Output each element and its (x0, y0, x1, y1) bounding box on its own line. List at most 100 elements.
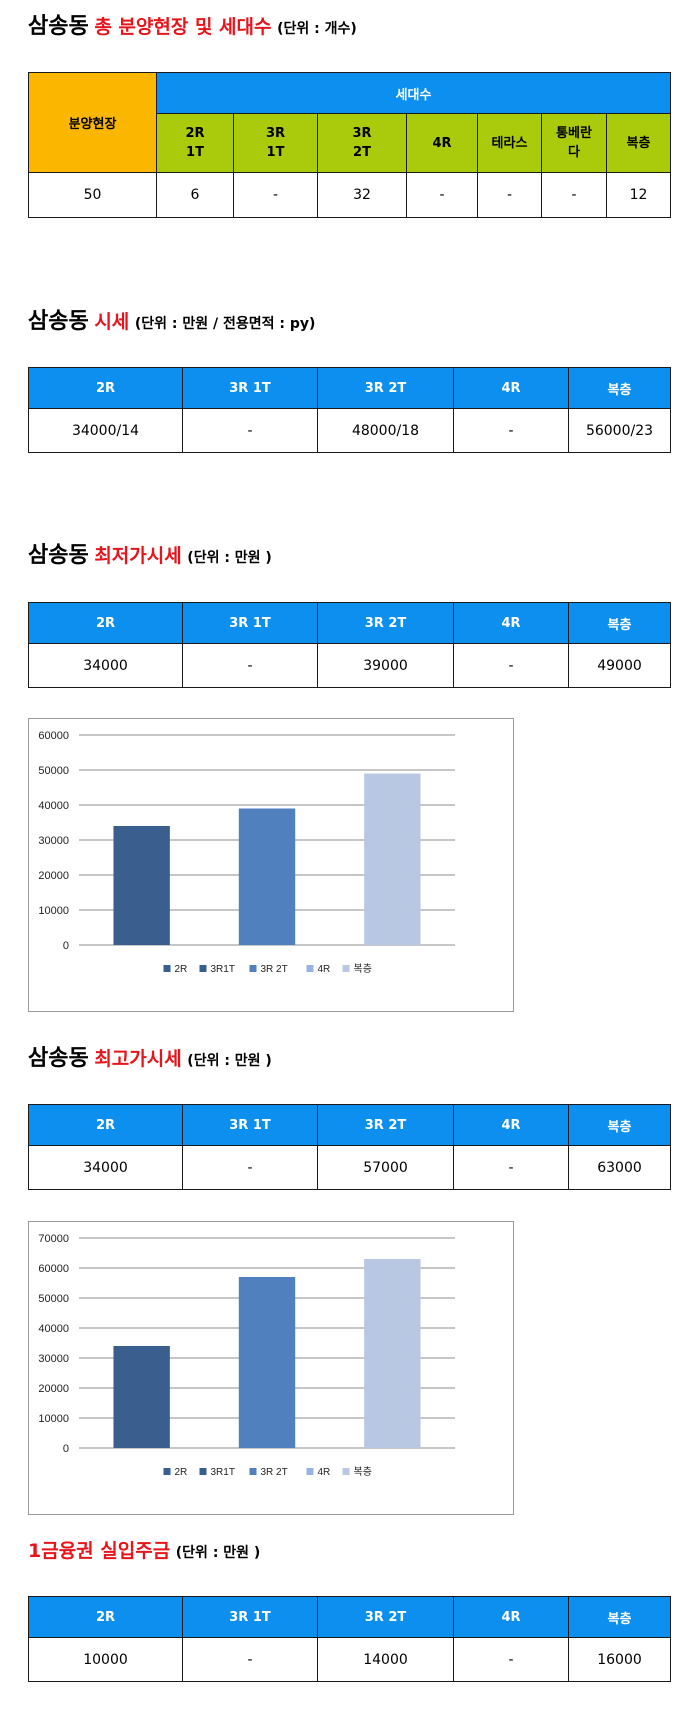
chart-ytick-label: 60000 (38, 730, 69, 742)
units-col-header: 테라스 (477, 113, 542, 173)
price-title-main: 삼송동 (28, 309, 89, 334)
units-column-headers: 2R 1T 3R 1T 3R 2T 4R 테라스 통베란 다 복층 (29, 113, 672, 173)
deposit-header-row: 2R 3R 1T 3R 2T 4R 복층 (28, 1596, 671, 1638)
deposit-col-header: 2R (28, 1596, 183, 1638)
max-price-header-row: 2R 3R 1T 3R 2T 4R 복층 (28, 1104, 671, 1146)
chart-legend-swatch (249, 1468, 257, 1475)
deposit-cell: - (453, 1637, 569, 1682)
min-price-title-main: 삼송동 (28, 543, 89, 568)
max-price-col-header: 2R (28, 1104, 183, 1146)
max-price-value-row: 34000 - 57000 - 63000 (28, 1145, 671, 1190)
units-cell: - (541, 172, 607, 218)
price-table: 2R 3R 1T 3R 2T 4R 복층 34000/14 - 48000/18… (28, 367, 671, 453)
max-price-cell: - (453, 1145, 569, 1190)
units-cell: - (233, 172, 318, 218)
units-col-header: 복층 (605, 113, 672, 173)
chart-bar-복층 (364, 773, 421, 945)
deposit-cell: 10000 (28, 1637, 183, 1682)
units-cell: 32 (317, 172, 407, 218)
min-price-col-header: 2R (28, 602, 183, 644)
units-title-unit: (단위 : 개수) (277, 21, 357, 37)
chart-legend-swatch (199, 965, 207, 972)
chart-ytick-label: 50000 (38, 1293, 69, 1305)
max-price-cell: 63000 (568, 1145, 671, 1190)
min-price-title-unit: (단위 : 만원 ) (187, 550, 272, 566)
min-price-cell: - (453, 643, 569, 688)
max-price-title-accent: 최고가시세 (94, 1048, 182, 1070)
chart-bar-3r2t (238, 1277, 296, 1448)
price-cell: 48000/18 (317, 408, 454, 453)
chart-ytick-label: 70000 (38, 1233, 69, 1245)
min-price-cell: 34000 (28, 643, 183, 688)
min-price-col-header: 3R 2T (317, 602, 454, 644)
units-site-value: 50 (28, 172, 157, 218)
units-cell: 12 (605, 172, 672, 218)
chart-bar-2r (113, 1346, 170, 1448)
max-price-chart-svg: 0 10000 20000 30000 40000 50000 60000 70000 2R 3R… (38, 1233, 455, 1478)
chart-legend-label: 복층 (354, 963, 372, 975)
min-price-cell: 49000 (568, 643, 671, 688)
chart-ytick-label: 30000 (38, 1353, 69, 1365)
min-price-chart: 0 10000 20000 30000 40000 50000 60000 2R 3R1T 3R … (28, 718, 514, 1012)
price-col-header: 3R 2T (317, 367, 454, 409)
chart-ytick-label: 30000 (38, 835, 69, 847)
max-price-cell: - (182, 1145, 318, 1190)
deposit-title-accent: 1금융권 실입주금 (28, 1540, 171, 1562)
price-col-header: 3R 1T (182, 367, 318, 409)
chart-ytick-label: 0 (63, 1443, 69, 1455)
chart-legend-label: 2R (175, 964, 188, 975)
chart-ytick-label: 0 (63, 940, 69, 952)
min-price-chart-svg: 0 10000 20000 30000 40000 50000 60000 2R 3R1T 3R … (38, 730, 455, 975)
deposit-title-unit: (단위 : 만원 ) (175, 1545, 261, 1561)
max-price-chart: 0 10000 20000 30000 40000 50000 60000 70000 2R 3R… (28, 1221, 514, 1515)
chart-legend-label: 4R (318, 964, 331, 975)
deposit-col-header: 4R (453, 1596, 569, 1638)
max-price-cell: 34000 (28, 1145, 183, 1190)
price-col-header: 2R (28, 367, 183, 409)
min-price-value-row: 34000 - 39000 - 49000 (28, 643, 671, 688)
chart-bar-복층 (364, 1259, 421, 1448)
max-price-section-title: 삼송동 최고가시세 (단위 : 만원 ) (28, 1040, 272, 1072)
max-price-title-main: 삼송동 (28, 1046, 89, 1071)
chart-legend-swatch (163, 965, 171, 972)
price-value-row: 34000/14 - 48000/18 - 56000/23 (28, 408, 671, 453)
units-table: 분양현장 세대수 2R 1T 3R 1T 3R 2T 4R 테라스 통베란 다 … (28, 72, 672, 218)
min-price-table: 2R 3R 1T 3R 2T 4R 복층 34000 - 39000 - 490… (28, 602, 671, 688)
max-price-col-header: 3R 2T (317, 1104, 454, 1146)
chart-legend-swatch (306, 1468, 314, 1475)
chart-legend-swatch (199, 1468, 207, 1475)
chart-legend-label: 4R (318, 1467, 331, 1478)
chart-ytick-label: 40000 (38, 1323, 69, 1335)
chart-legend-label: 복층 (354, 1466, 372, 1478)
chart-bar-3r2t (238, 808, 296, 945)
chart-ytick-label: 20000 (38, 1383, 69, 1395)
max-price-title-unit: (단위 : 만원 ) (187, 1053, 272, 1069)
chart-ytick-label: 50000 (38, 765, 69, 777)
price-cell: - (182, 408, 318, 453)
price-col-header: 복층 (568, 367, 671, 409)
price-title-unit: (단위 : 만원 / 전용면적 : py) (134, 316, 316, 332)
chart-legend-label: 3R 2T (261, 964, 288, 975)
deposit-cell: 16000 (568, 1637, 671, 1682)
units-group-header: 세대수 (155, 72, 672, 114)
price-title-accent: 시세 (94, 311, 130, 333)
units-value-row: 50 6 - 32 - - - 12 (28, 172, 672, 218)
chart-ytick-label: 60000 (38, 1263, 69, 1275)
units-col-header: 4R (406, 113, 478, 173)
chart-legend-swatch (249, 965, 257, 972)
units-title-main: 삼송동 (28, 14, 89, 39)
price-header-row: 2R 3R 1T 3R 2T 4R 복층 (28, 367, 671, 409)
deposit-cell: - (182, 1637, 318, 1682)
min-price-cell: - (182, 643, 318, 688)
min-price-col-header: 3R 1T (182, 602, 318, 644)
min-price-col-header: 복층 (568, 602, 671, 644)
units-col-header: 3R 2T (317, 113, 407, 173)
min-price-title-accent: 최저가시세 (94, 545, 182, 567)
chart-legend-swatch (306, 965, 314, 972)
units-col-header: 2R 1T (156, 113, 234, 173)
units-site-header: 분양현장 (28, 72, 157, 173)
units-section-title: 삼송동 총 분양현장 및 세대수 (단위 : 개수) (28, 8, 357, 40)
units-col-header: 통베란 다 (541, 113, 607, 173)
price-cell: 56000/23 (568, 408, 671, 453)
chart-ytick-label: 10000 (38, 1413, 69, 1425)
